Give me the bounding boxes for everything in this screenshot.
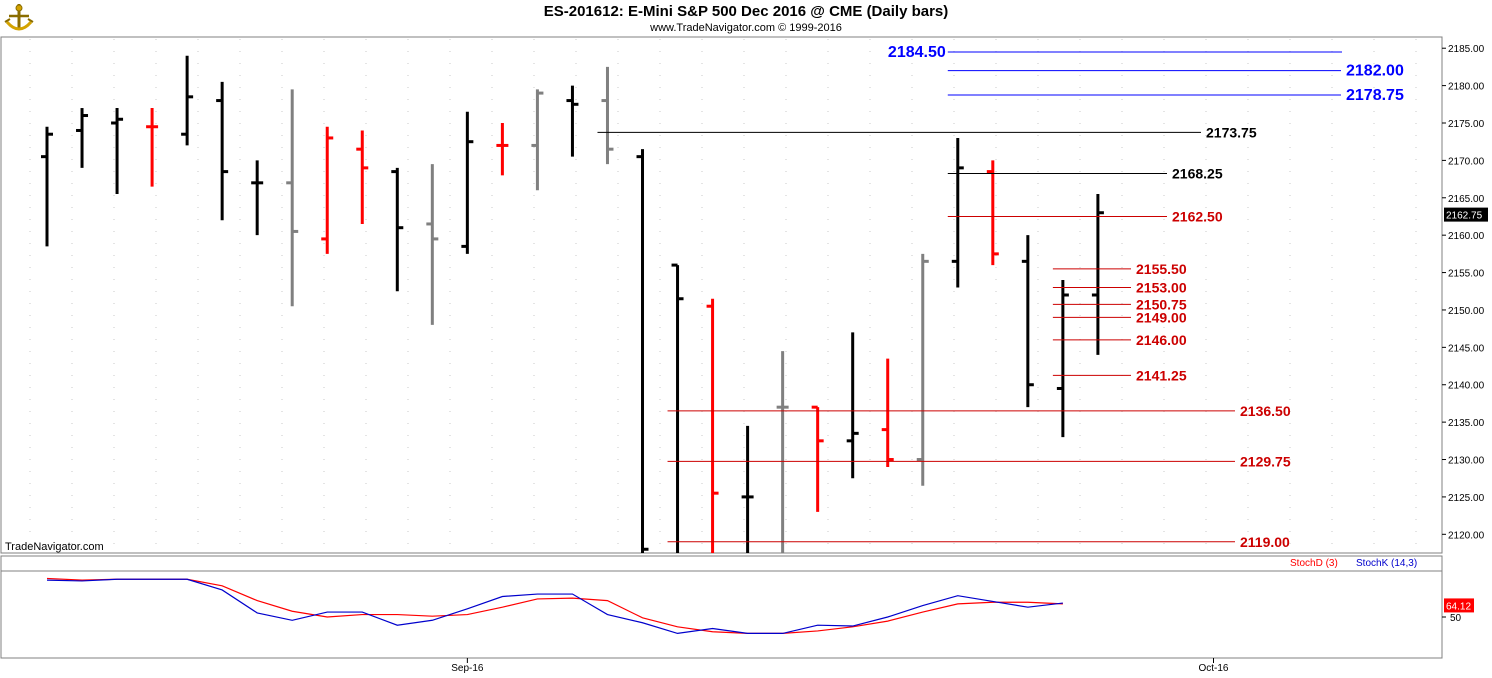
stoch-lines: StochD (3) StochK (14,3) [46, 558, 1417, 635]
stoch-series-line [46, 578, 1063, 635]
level-label: 2141.25 [1136, 367, 1187, 383]
stoch-legend-label: StochK (14,3) [1356, 558, 1417, 569]
chart-subtitle: www.TradeNavigator.com © 1999-2016 [650, 22, 842, 34]
price-level: 2149.00 [1052, 309, 1187, 325]
stoch-last-tag [1444, 598, 1474, 613]
ohlc-bar [811, 405, 824, 512]
x-axis: Sep-16 Oct-16 [451, 658, 1229, 674]
ohlc-bar [426, 164, 439, 325]
ohlc-bar [1091, 194, 1104, 355]
stoch-legend-label: StochD (3) [1290, 558, 1338, 569]
x-tick-label: Sep-16 [451, 663, 484, 674]
price-levels: 2184.50 2182.00 2178.75 2173.75 2168.25 2162.… [597, 44, 1404, 550]
price-level: 2168.25 [947, 165, 1223, 181]
ohlc-bar [391, 167, 404, 292]
watermark: TradeNavigator.com [5, 541, 104, 553]
ohlc-bar [76, 108, 89, 168]
ohlc-bar [1056, 280, 1069, 438]
ohlc-bar [1021, 235, 1034, 408]
level-label: 2168.25 [1172, 165, 1223, 181]
ohlc-bar [181, 55, 194, 146]
stoch-last-label: 64.12 [1446, 601, 1471, 612]
price-bars [41, 55, 1104, 553]
ohlc-bar [601, 66, 614, 165]
ohlc-bar [251, 160, 264, 236]
x-tick-label: Oct-16 [1198, 663, 1228, 674]
ohlc-bar [146, 108, 159, 187]
last-price-tag [1444, 207, 1488, 222]
level-label: 2153.00 [1136, 280, 1187, 296]
level-label: 2178.75 [1346, 87, 1404, 104]
ohlc-bar [846, 332, 859, 479]
price-level: 2153.00 [1052, 280, 1187, 296]
price-axis: 2120.00 2125.00 2130.00 2135.00 2140.00 2145.… [0, 36, 1488, 659]
ohlc-bar [216, 81, 229, 221]
ohlc-bar [776, 351, 789, 553]
price-level: 2173.75 [597, 124, 1257, 140]
ohlc-bar [111, 108, 124, 195]
level-label: 2146.00 [1136, 332, 1187, 348]
ohlc-bar [286, 89, 299, 307]
price-pane-frame [0, 36, 1443, 554]
ohlc-bar [916, 253, 929, 486]
ohlc-bar [636, 149, 649, 553]
ohlc-bar [986, 160, 999, 266]
ohlc-bar [461, 111, 474, 254]
price-level: 2162.50 [947, 208, 1223, 224]
price-tick-label: 2185.00 [1448, 44, 1485, 55]
level-label: 2119.00 [1240, 534, 1290, 550]
level-label: 2184.50 [888, 44, 946, 61]
stoch-series-line [46, 577, 1063, 635]
price-tick-label: 2135.00 [1448, 418, 1485, 429]
price-level: 2119.00 [667, 534, 1290, 550]
price-level: 2184.50 [888, 44, 1342, 61]
ohlc-bar [951, 137, 964, 288]
price-tick-label: 2160.00 [1448, 231, 1485, 242]
price-level: 2146.00 [1052, 332, 1187, 348]
ohlc-bar [321, 126, 334, 254]
price-level: 2150.75 [1052, 296, 1187, 312]
price-tick-label: 2155.00 [1448, 269, 1485, 280]
ohlc-bar [741, 425, 754, 553]
price-tick-label: 2120.00 [1448, 530, 1485, 541]
price-level: 2129.75 [667, 453, 1291, 469]
price-tick-label: 2180.00 [1448, 82, 1485, 93]
price-tick-label: 2125.00 [1448, 493, 1485, 504]
price-level: 2155.50 [1052, 261, 1187, 277]
price-level: 2141.25 [1052, 367, 1187, 383]
level-label: 2149.00 [1136, 309, 1187, 325]
ohlc-bar [496, 123, 509, 176]
price-tick-label: 2130.00 [1448, 456, 1485, 467]
ohlc-bar [531, 89, 544, 191]
level-label: 2150.75 [1136, 296, 1187, 312]
stoch-tick-label: 50 [1450, 613, 1462, 624]
level-label: 2129.75 [1240, 453, 1291, 469]
chart-title: ES-201612: E-Mini S&P 500 Dec 2016 @ CME… [543, 3, 949, 20]
price-tick-label: 2170.00 [1448, 156, 1485, 167]
ohlc-bar [566, 85, 579, 157]
stoch-pane-frame [0, 555, 1443, 659]
level-label: 2162.50 [1172, 208, 1223, 224]
price-tick-label: 2165.00 [1448, 194, 1485, 205]
price-tick-label: 2145.00 [1448, 343, 1485, 354]
last-price-label: 2162.75 [1446, 211, 1483, 222]
price-tick-label: 2150.00 [1448, 306, 1485, 317]
level-label: 2173.75 [1206, 124, 1257, 140]
ohlc-bar [706, 298, 719, 553]
price-tick-label: 2175.00 [1448, 119, 1485, 130]
ohlc-bar [356, 130, 369, 224]
price-level: 2178.75 [947, 87, 1404, 104]
level-label: 2136.50 [1240, 403, 1291, 419]
ohlc-bar [41, 126, 53, 247]
ohlc-bar [881, 358, 894, 467]
price-level: 2182.00 [947, 63, 1404, 80]
level-label: 2155.50 [1136, 261, 1187, 277]
trade-navigator-logo-icon [4, 4, 34, 31]
ohlc-bar [671, 263, 684, 553]
level-label: 2182.00 [1346, 63, 1404, 80]
price-tick-label: 2140.00 [1448, 381, 1485, 392]
price-level: 2136.50 [667, 403, 1291, 419]
